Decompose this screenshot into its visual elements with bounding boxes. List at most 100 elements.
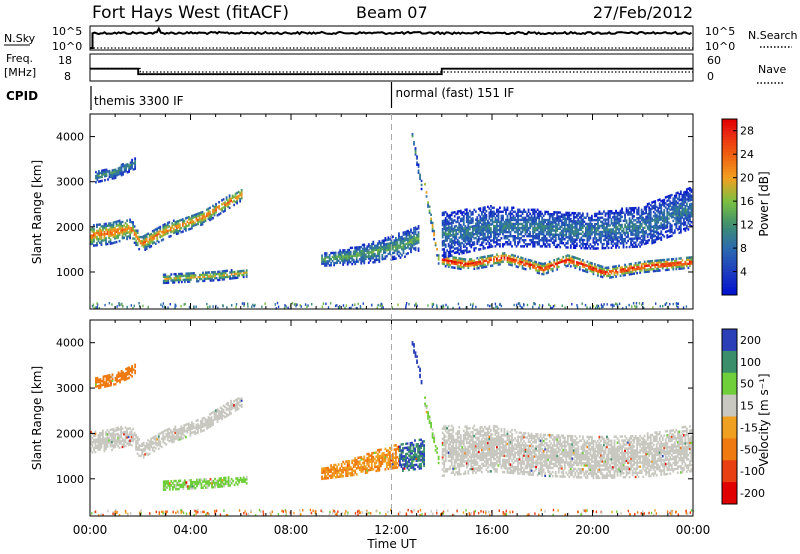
nave-tick-low: 0 xyxy=(707,70,714,83)
ytick-label-4000: 4000 xyxy=(56,131,84,144)
power-band-5 xyxy=(441,187,693,259)
power-colorbar-cell-5 xyxy=(722,277,737,281)
power-colorbar-cell-36 xyxy=(722,186,737,190)
power-colorbar-cell-47 xyxy=(722,154,737,158)
nsky-tick-low: 10^0 xyxy=(52,40,82,53)
nave-tick-high: 60 xyxy=(707,54,721,67)
velocity-colorbar-cell-6 xyxy=(722,460,737,483)
power-band-2 xyxy=(162,269,248,285)
power-colorbar-cell-57 xyxy=(722,124,737,129)
power-colorbar-cell-35 xyxy=(722,189,737,193)
power-colorbar-cell-38 xyxy=(722,180,737,185)
ytick-label-3000: 3000 xyxy=(56,176,84,189)
power-colorbar-cell-22 xyxy=(722,227,737,231)
power-colorbar-cell-20 xyxy=(722,233,737,237)
power-colorbar-cell-7 xyxy=(722,271,737,275)
power-colorbar-cell-51 xyxy=(722,142,737,146)
power-colorbar-cell-59 xyxy=(722,119,737,123)
cpid-segment-0: themis 3300 IF xyxy=(94,94,184,108)
power-colorbar-cell-54 xyxy=(722,133,737,138)
velocity-colorbar-label-0: 200 xyxy=(740,334,761,347)
xtick-label-4: 16:00 xyxy=(475,523,510,537)
power-band-1 xyxy=(95,157,137,184)
velocity-band-0 xyxy=(90,397,243,459)
velocity-heatmap xyxy=(90,341,695,517)
power-colorbar-cell-31 xyxy=(722,201,737,205)
cpid-label: CPID xyxy=(6,89,38,103)
power-colorbar-cell-11 xyxy=(722,259,737,264)
power-band-3 xyxy=(321,225,420,267)
power-colorbar-cell-16 xyxy=(722,245,737,249)
ytick-label-4000: 4000 xyxy=(56,337,84,350)
velocity-panel: 1000 2000 3000 4000 00:00 04:00 08:00 12:00 16:0… xyxy=(30,319,771,551)
power-colorbar-cell-34 xyxy=(722,192,737,196)
velocity-colorbar-label-1: 100 xyxy=(740,356,761,369)
xtick-label-1: 04:00 xyxy=(173,523,208,537)
velocity-colorbar-label-7: -200 xyxy=(740,487,765,500)
power-colorbar-cell-44 xyxy=(722,163,737,167)
velocity-colorbar-cell-4 xyxy=(722,416,737,439)
power-colorbar-cell-6 xyxy=(722,274,737,278)
power-colorbar-cell-39 xyxy=(722,177,737,182)
velocity-band-7 xyxy=(411,341,423,385)
power-colorbar-cell-30 xyxy=(722,204,737,208)
power-colorbar: 4 8 12 16 20 24 28 xyxy=(721,118,754,296)
power-colorbar-cell-1 xyxy=(722,289,737,293)
power-colorbar-cell-26 xyxy=(722,215,737,220)
nsky-tick-high: 10^5 xyxy=(52,25,82,38)
nave-series xyxy=(90,67,693,73)
power-colorbar-cell-2 xyxy=(722,286,737,290)
xtick-label-3: 12:00 xyxy=(374,523,409,537)
power-colorbar-cell-46 xyxy=(722,157,737,161)
ytick-label-2000: 2000 xyxy=(56,221,84,234)
power-colorbar-cell-45 xyxy=(722,160,737,164)
nsearch-tick-low: 10^0 xyxy=(705,40,735,53)
velocity-band-3 xyxy=(321,444,400,481)
xtick-label-2: 08:00 xyxy=(274,523,309,537)
power-colorbar-label-8: 8 xyxy=(740,242,747,255)
nave-label: Nave xyxy=(758,63,786,76)
power-colorbar-label-4: 4 xyxy=(740,266,747,279)
power-colorbar-cell-43 xyxy=(722,165,737,170)
nsearch-label: N.Search xyxy=(748,29,798,42)
power-colorbar-cell-15 xyxy=(722,248,737,252)
date-label: 27/Feb/2012 xyxy=(593,3,693,22)
station-title: Fort Hays West (fitACF) xyxy=(92,3,289,23)
nsky-label: N.Sky xyxy=(4,32,36,45)
ytick-label-2000: 2000 xyxy=(56,427,84,440)
velocity-colorbar-cell-5 xyxy=(722,438,737,461)
nsky-series xyxy=(90,26,692,49)
velocity-colorbar-cell-1 xyxy=(722,350,737,374)
freq-tick-low: 8 xyxy=(64,70,71,83)
power-colorbar-label: Power [dB] xyxy=(757,171,771,236)
freq-panel: Freq. [MHz] 18 8 60 0 Nave xyxy=(4,52,786,84)
velocity-colorbar: 200 100 50 15 -15 -50 -100 -200 xyxy=(721,328,765,505)
freq-tick-high: 18 xyxy=(58,54,72,67)
power-colorbar-label-28: 28 xyxy=(740,125,754,138)
velocity-colorbar-label-3: 15 xyxy=(740,400,754,413)
power-colorbar-cell-58 xyxy=(722,121,737,126)
power-colorbar-cell-42 xyxy=(722,168,737,173)
power-colorbar-cell-52 xyxy=(722,139,737,143)
cpid-segment-1: normal (fast) 151 IF xyxy=(396,86,515,100)
power-colorbar-cell-40 xyxy=(722,174,737,179)
cpid-panel: CPID themis 3300 IF normal (fast) 151 IF xyxy=(6,82,514,110)
velocity-band-6 xyxy=(424,396,440,465)
velocity-colorbar-label-4: -15 xyxy=(740,421,758,434)
velocity-colorbar-label-6: -100 xyxy=(740,465,765,478)
power-colorbar-cell-3 xyxy=(722,283,737,287)
power-colorbar-cell-27 xyxy=(722,212,737,217)
velocity-colorbar-cell-7 xyxy=(722,482,737,505)
power-colorbar-cell-19 xyxy=(722,236,737,240)
power-colorbar-frame xyxy=(721,118,738,296)
ytick-label-3000: 3000 xyxy=(56,382,84,395)
power-colorbar-cell-14 xyxy=(722,251,737,255)
power-band-7 xyxy=(411,132,423,191)
power-colorbar-cell-4 xyxy=(722,280,737,284)
power-colorbar-cell-9 xyxy=(722,265,737,270)
power-colorbar-cell-12 xyxy=(722,256,737,261)
power-panel: 1000 2000 3000 4000 Slant Range [km] 4 8 12 16… xyxy=(30,113,771,310)
power-ylabel: Slant Range [km] xyxy=(30,160,44,264)
xtick-label-0: 00:00 xyxy=(73,523,108,537)
